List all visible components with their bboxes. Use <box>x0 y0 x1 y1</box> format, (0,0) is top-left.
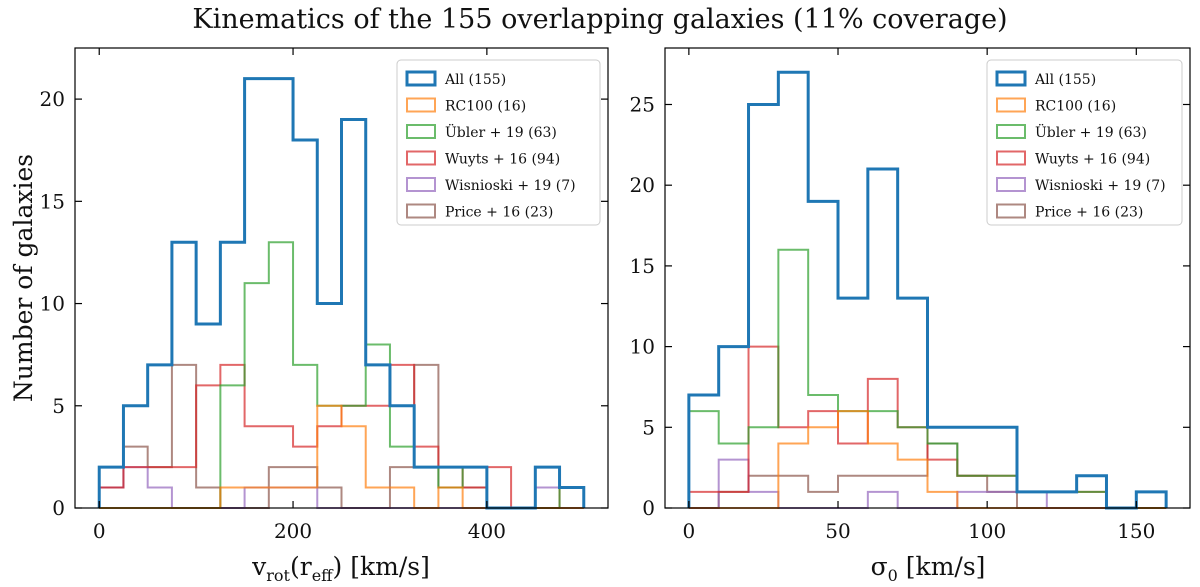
legend: All (155) RC100 (16) Übler + 19 (63) Wuyts … <box>986 59 1183 226</box>
x-tick-label: 100 <box>968 519 1006 543</box>
legend-label-wisnioski: Wisnioski + 19 (7) <box>445 178 576 194</box>
legend-label-ubler: Übler + 19 (63) <box>445 123 557 141</box>
axis-ticks: 0 50 100 150 0 5 10 15 20 25 <box>630 48 1190 543</box>
y-tick-label: 5 <box>52 394 65 418</box>
legend-label-price: Price + 16 (23) <box>1035 205 1143 221</box>
y-tick-label: 0 <box>52 496 65 520</box>
axis-ticks: 0 200 400 0 5 10 15 20 <box>40 48 608 543</box>
legend-swatch-price <box>406 203 436 219</box>
legend-swatch-wisnioski <box>406 177 436 192</box>
legend-swatch-rc100 <box>996 97 1026 113</box>
figure-title: Kinematics of the 155 overlapping galaxi… <box>192 4 1007 35</box>
legend-swatch-price <box>996 203 1026 219</box>
legend-label-price: Price + 16 (23) <box>445 205 553 221</box>
legend-label-wuyts: Wuyts + 16 (94) <box>1035 152 1150 168</box>
x-tick-label: 0 <box>93 519 106 543</box>
legend-label-all: All (155) <box>444 72 506 88</box>
x-tick-label: 150 <box>1117 519 1155 543</box>
y-tick-label: 0 <box>642 496 655 520</box>
legend-frame <box>396 59 601 226</box>
y-tick-label: 5 <box>642 415 655 439</box>
y-tick-label: 10 <box>40 292 65 316</box>
panel-sigma0: 0 50 100 150 0 5 10 15 20 25 σ0 [km/s] All (155) R… <box>630 47 1191 585</box>
legend-label-rc100: RC100 (16) <box>445 99 526 115</box>
legend-label-wuyts: Wuyts + 16 (94) <box>445 152 560 168</box>
y-tick-label: 10 <box>630 335 655 359</box>
legend: All (155) RC100 (16) Übler + 19 (63) Wuyts … <box>396 59 601 226</box>
axes-frame <box>664 47 1191 509</box>
x-tick-label: 400 <box>468 519 506 543</box>
series-all-steps <box>687 70 1168 510</box>
y-axis-label: Number of galaxies <box>9 154 38 402</box>
x-tick-label: 0 <box>682 519 695 543</box>
legend-swatch-rc100 <box>406 97 436 113</box>
legend-swatch-ubler <box>996 124 1026 139</box>
legend-swatch-wuyts <box>996 150 1026 166</box>
legend-swatch-all <box>405 70 437 87</box>
x-tick-label: 50 <box>825 519 850 543</box>
y-tick-label: 15 <box>40 189 65 213</box>
panel-vrot: 0 200 400 0 5 10 15 20 Number of galaxies vrot(… <box>9 47 609 585</box>
legend-label-wisnioski: Wisnioski + 19 (7) <box>1035 178 1166 194</box>
axes-frame <box>74 47 609 509</box>
legend-label-rc100: RC100 (16) <box>1035 99 1116 115</box>
legend-swatch-all <box>995 70 1027 87</box>
legend-swatch-ubler <box>406 124 436 139</box>
y-tick-label: 15 <box>630 254 655 278</box>
legend-frame <box>986 59 1183 226</box>
x-tick-label: 200 <box>274 519 312 543</box>
legend-swatch-wisnioski <box>996 177 1026 192</box>
y-tick-label: 25 <box>630 92 655 116</box>
y-tick-label: 20 <box>40 87 65 111</box>
x-axis-label: vrot(reff) [km/s] <box>251 552 430 585</box>
legend-swatch-wuyts <box>406 150 436 166</box>
y-tick-label: 20 <box>630 173 655 197</box>
x-axis-label: σ0 [km/s] <box>871 552 986 585</box>
legend-label-ubler: Übler + 19 (63) <box>1035 123 1147 141</box>
legend-label-all: All (155) <box>1034 72 1096 88</box>
